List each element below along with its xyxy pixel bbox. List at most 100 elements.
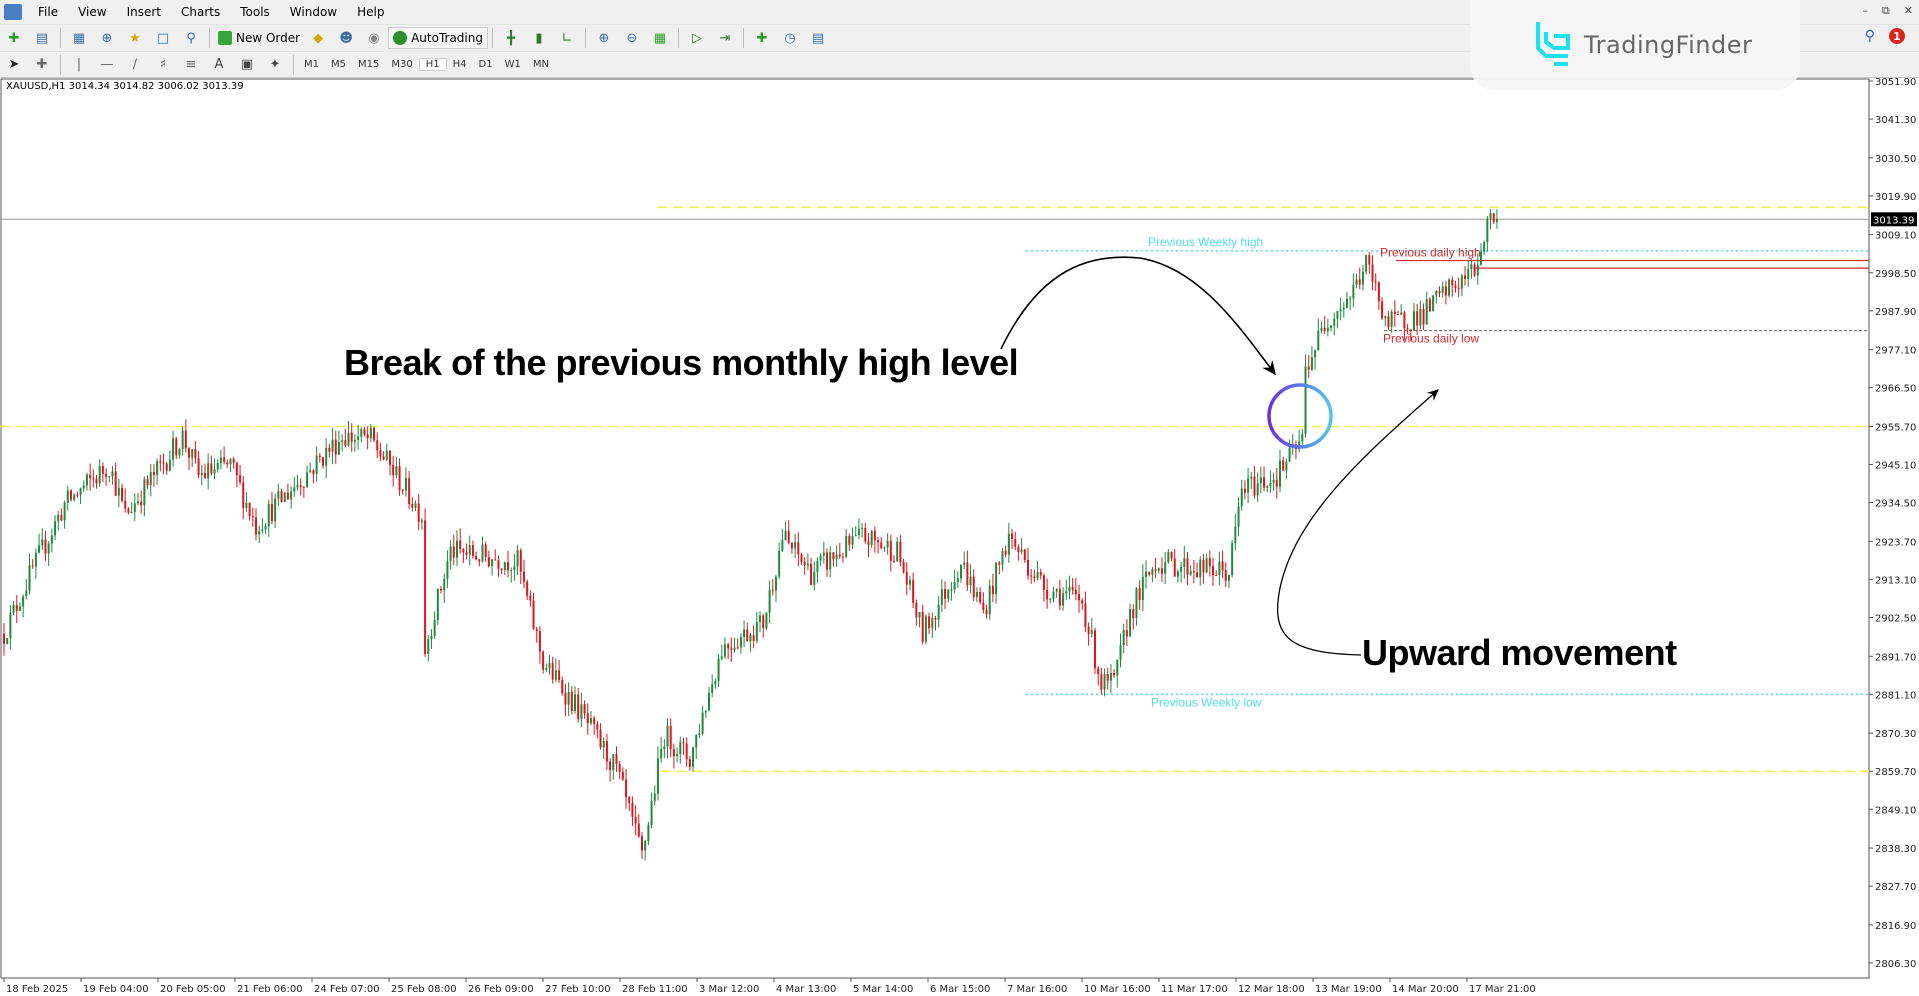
bullish-candle <box>1365 255 1368 272</box>
menu-insert[interactable]: Insert <box>126 5 161 19</box>
chart-shift-icon[interactable]: ⇥ <box>719 30 731 46</box>
price-tick-label: 2806.30 <box>1875 959 1916 970</box>
current-price-label: 3013.39 <box>1873 215 1914 226</box>
bullish-candle <box>63 502 66 521</box>
bullish-candle <box>353 439 356 442</box>
bearish-candle <box>1084 603 1087 628</box>
timeframe-h4[interactable]: H4 <box>452 59 467 70</box>
menu-view[interactable]: View <box>78 5 107 19</box>
new-chart-icon[interactable]: ✚ <box>8 30 20 46</box>
timeframe-m5[interactable]: M5 <box>331 59 346 70</box>
timeframe-mn[interactable]: MN <box>532 59 549 70</box>
bullish-candle <box>433 620 436 637</box>
bullish-candle <box>1460 275 1463 289</box>
timeframe-m15[interactable]: M15 <box>358 59 380 70</box>
bearish-candle <box>1042 575 1045 590</box>
bearish-candle <box>494 559 497 561</box>
profiles-icon[interactable]: ▤ <box>35 30 49 46</box>
close-icon[interactable]: ✕ <box>1903 4 1913 17</box>
restore-icon[interactable]: ⧉ <box>1881 4 1890 17</box>
new-order-button[interactable]: New Order <box>214 27 304 49</box>
bullish-candle <box>707 692 710 711</box>
bullish-candle <box>1489 213 1492 219</box>
price-chart[interactable]: 3051.90 3041.30 3030.50 3019.90 3009.10 2998.… <box>0 78 1919 996</box>
bullish-candle <box>136 501 139 504</box>
periods-icon[interactable]: ◷ <box>784 30 796 46</box>
zoom-out-icon[interactable]: ⊖ <box>626 30 638 46</box>
bearish-candle <box>1473 264 1476 276</box>
tile-windows-icon[interactable]: ▦ <box>653 30 667 46</box>
bullish-candle <box>1339 309 1342 312</box>
bullish-candle <box>1435 290 1438 296</box>
menu-file[interactable]: File <box>38 5 59 19</box>
timeframe-m30[interactable]: M30 <box>391 59 413 70</box>
bearish-candle <box>159 461 162 463</box>
bullish-candle <box>1109 672 1112 681</box>
bearish-candle <box>672 749 675 757</box>
timeframe-h1[interactable]: H1 <box>418 58 447 71</box>
bearish-candle <box>363 429 366 435</box>
bearish-candle <box>398 466 401 491</box>
bearish-candle <box>529 595 532 601</box>
arrows-icon[interactable]: ✦ <box>269 57 281 72</box>
bullish-candle <box>468 545 471 555</box>
bearish-candle <box>507 562 510 571</box>
auto-scroll-icon[interactable]: ▷ <box>691 30 702 46</box>
price-tick-label: 2891.70 <box>1875 652 1916 663</box>
channel-icon[interactable]: ♯ <box>159 57 167 72</box>
fibonacci-icon[interactable]: ≡ <box>185 57 197 72</box>
zoom-in-icon[interactable]: ⊕ <box>598 30 610 46</box>
bullish-candle <box>679 742 682 755</box>
bullish-candle <box>723 644 726 657</box>
bearish-candle <box>286 492 289 500</box>
bullish-candle <box>309 470 312 473</box>
navigator-icon[interactable]: ★ <box>129 30 141 46</box>
notification-badge[interactable]: 1 <box>1889 28 1905 44</box>
text-label-icon[interactable]: ▣ <box>240 57 254 72</box>
timeframe-m1[interactable]: M1 <box>304 59 319 70</box>
menu-help[interactable]: Help <box>357 5 385 19</box>
vertical-line-icon[interactable]: | <box>76 57 82 72</box>
bearish-candle <box>251 516 254 518</box>
bar-chart-icon[interactable]: ╋ <box>507 30 515 46</box>
data-window-icon[interactable]: ⊕ <box>101 30 113 46</box>
timeframe-d1[interactable]: D1 <box>478 59 493 70</box>
timeframe-w1[interactable]: W1 <box>504 59 521 70</box>
templates-icon[interactable]: ▤ <box>811 30 825 46</box>
market-watch-icon[interactable]: ▦ <box>72 30 86 46</box>
line-chart-icon[interactable]: ∟ <box>561 30 573 46</box>
bullish-candle <box>455 540 458 558</box>
candlestick-icon[interactable]: ▮ <box>535 30 543 46</box>
community-icon[interactable]: ☻ <box>339 30 353 46</box>
crosshair-icon[interactable]: ✚ <box>36 57 48 72</box>
search-icon[interactable]: ⚲ <box>1864 28 1875 44</box>
signals-icon[interactable]: ◉ <box>368 30 380 46</box>
bullish-candle <box>1189 571 1192 575</box>
menu-charts[interactable]: Charts <box>181 5 221 19</box>
trendline-icon[interactable]: ∕ <box>132 57 138 72</box>
bullish-candle <box>857 528 860 536</box>
autotrading-button[interactable]: AutoTrading <box>388 27 488 49</box>
horizontal-line-icon[interactable]: — <box>100 57 114 72</box>
bullish-candle <box>207 463 210 479</box>
menu-tools[interactable]: Tools <box>240 5 270 19</box>
bullish-candle <box>1326 327 1329 332</box>
bearish-candle <box>641 836 643 851</box>
bullish-candle <box>580 704 583 720</box>
cursor-icon[interactable]: ➤ <box>8 57 20 72</box>
menu-window[interactable]: Window <box>289 5 338 19</box>
bullish-candle <box>908 580 911 585</box>
minimize-icon[interactable]: – <box>1862 4 1868 17</box>
bearish-candle <box>637 823 640 837</box>
strategy-tester-icon[interactable]: ⚲ <box>186 30 196 46</box>
indicators-icon[interactable]: ✚ <box>756 30 768 46</box>
text-icon[interactable]: A <box>214 57 224 72</box>
chart-window[interactable]: 3051.90 3041.30 3030.50 3019.90 3009.10 2998.… <box>0 78 1919 996</box>
bullish-candle <box>1320 327 1323 331</box>
bullish-candle <box>663 746 666 749</box>
terminal-icon[interactable]: □ <box>156 30 170 46</box>
time-label: 14 Mar 20:00 <box>1392 984 1459 995</box>
bearish-candle <box>76 494 79 496</box>
metaeditor-icon[interactable]: ◆ <box>313 30 324 46</box>
bearish-candle <box>561 679 564 694</box>
